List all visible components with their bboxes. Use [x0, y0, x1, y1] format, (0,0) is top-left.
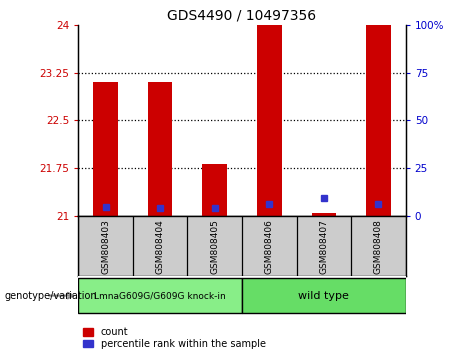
Text: GSM808406: GSM808406	[265, 219, 274, 274]
Bar	[366, 25, 390, 216]
Text: GSM808407: GSM808407	[319, 219, 328, 274]
FancyBboxPatch shape	[242, 278, 406, 313]
Legend: count, percentile rank within the sample: count, percentile rank within the sample	[83, 327, 266, 349]
Text: GSM808408: GSM808408	[374, 219, 383, 274]
Text: LmnaG609G/G609G knock-in: LmnaG609G/G609G knock-in	[95, 291, 226, 300]
Text: GSM808403: GSM808403	[101, 219, 110, 274]
Text: GSM808405: GSM808405	[210, 219, 219, 274]
Title: GDS4490 / 10497356: GDS4490 / 10497356	[167, 8, 317, 22]
Bar	[148, 82, 172, 216]
Bar	[312, 213, 336, 216]
Bar	[257, 25, 282, 216]
Bar	[202, 164, 227, 216]
Text: genotype/variation: genotype/variation	[5, 291, 97, 301]
Text: wild type: wild type	[298, 291, 349, 301]
FancyBboxPatch shape	[78, 278, 242, 313]
Text: GSM808404: GSM808404	[156, 219, 165, 274]
Bar	[94, 82, 118, 216]
